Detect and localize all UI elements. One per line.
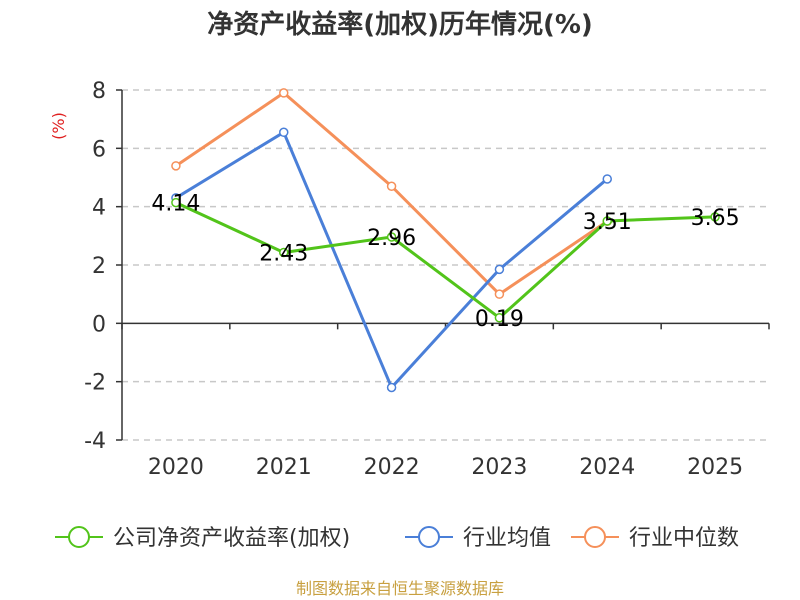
x-tick-label: 2020	[148, 455, 204, 480]
y-tick-label: 6	[92, 137, 106, 162]
axes: -4 -2 0 2 4 6 8 2020 2021 2022 2023 2024 2025	[84, 79, 770, 480]
data-point	[386, 382, 397, 393]
x-tick-label: 2025	[687, 455, 743, 480]
grid	[122, 89, 769, 441]
legend-marker	[584, 526, 606, 548]
data-label: 3.51	[583, 210, 632, 235]
y-axis-unit: (%)	[49, 112, 68, 140]
legend-label: 公司净资产收益率(加权)	[113, 526, 350, 551]
x-tick-label: 2021	[256, 455, 312, 480]
data-point	[171, 197, 181, 208]
data-point	[279, 88, 289, 98]
data-point	[386, 232, 397, 242]
legend-label: 行业中位数	[629, 526, 739, 551]
series-line	[175, 130, 609, 389]
legend-label: 行业均值	[463, 526, 551, 551]
legend-marker	[418, 526, 440, 548]
y-tick-label: -2	[84, 371, 106, 396]
x-tick-label: 2024	[579, 455, 635, 480]
y-tick-label: 4	[92, 196, 106, 221]
y-tick-label: 0	[92, 312, 106, 337]
data-label: 2.43	[259, 241, 308, 266]
source-note: 制图数据来自恒生聚源数据库	[296, 579, 504, 598]
data-point	[279, 127, 289, 138]
y-tick-label: 8	[92, 79, 106, 104]
data-label: 0.19	[475, 307, 524, 332]
data-point	[710, 212, 720, 222]
data-point	[494, 264, 505, 275]
series-line	[175, 91, 609, 296]
data-point	[386, 181, 397, 191]
data-point	[602, 174, 612, 184]
data-point	[171, 161, 181, 171]
data-point	[602, 216, 612, 226]
data-label: 4.14	[151, 192, 200, 217]
data-point	[494, 313, 505, 323]
data-point	[279, 247, 289, 258]
data-point	[494, 289, 505, 299]
x-tick-label: 2022	[364, 455, 420, 480]
chart-title: 净资产收益率(加权)历年情况(%)	[207, 9, 593, 40]
legend: 公司净资产收益率(加权) 行业均值 行业中位数	[55, 526, 739, 551]
y-tick-label: 2	[92, 254, 106, 279]
data-label: 3.65	[691, 206, 740, 231]
series-line	[175, 201, 716, 320]
legend-marker	[68, 526, 90, 548]
x-tick-label: 2023	[471, 455, 527, 480]
series	[171, 88, 720, 393]
data-label: 2.96	[367, 226, 416, 251]
y-tick-label: -4	[84, 429, 106, 454]
data-labels: 4.14 2.43 2.96 0.19 3.51 3.65	[151, 192, 739, 332]
